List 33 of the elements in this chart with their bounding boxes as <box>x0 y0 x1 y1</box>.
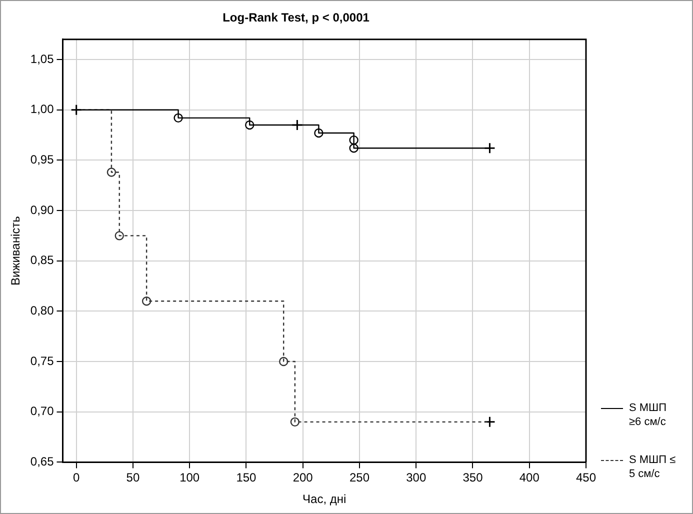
legend-label: S МШП ≥6 см/с <box>629 401 668 429</box>
y-tick-label: 1,05 <box>30 52 54 66</box>
legend-label: S МШП ≤ 5 см/с <box>629 453 677 481</box>
point <box>484 416 496 428</box>
point <box>279 356 288 366</box>
y-tick-label: 0,95 <box>30 152 54 167</box>
y-axis-title: Виживаність <box>8 216 23 286</box>
point <box>142 296 152 306</box>
point <box>484 142 496 154</box>
x-tick-label: 150 <box>236 470 257 485</box>
point <box>106 168 116 177</box>
x-tick-label: 450 <box>576 470 596 485</box>
x-tick-label: 0 <box>73 470 80 485</box>
chart-title: Log-Rank Test, p < 0,0001 <box>222 10 370 25</box>
y-tick-label: 1,00 <box>30 102 54 116</box>
y-tick-label: 0,65 <box>30 454 54 469</box>
y-tick-label: 0,75 <box>30 354 54 368</box>
point <box>290 417 300 427</box>
point <box>114 231 124 240</box>
x-tick-label: 200 <box>292 470 314 485</box>
point <box>70 104 82 116</box>
y-tick-label: 0,70 <box>30 404 54 418</box>
x-tick-label: 250 <box>349 470 370 485</box>
point <box>291 119 303 131</box>
y-tick-label: 0,85 <box>30 253 54 268</box>
x-tick-label: 100 <box>180 470 200 485</box>
x-tick-label: 300 <box>406 470 426 485</box>
y-tick-label: 0,90 <box>30 202 54 217</box>
x-tick-label: 50 <box>126 470 140 485</box>
x-tick-label: 400 <box>519 470 540 485</box>
y-tick-label: 0,80 <box>30 304 54 318</box>
x-axis-title: Час, дні <box>302 492 346 506</box>
x-tick-label: 350 <box>462 470 484 485</box>
